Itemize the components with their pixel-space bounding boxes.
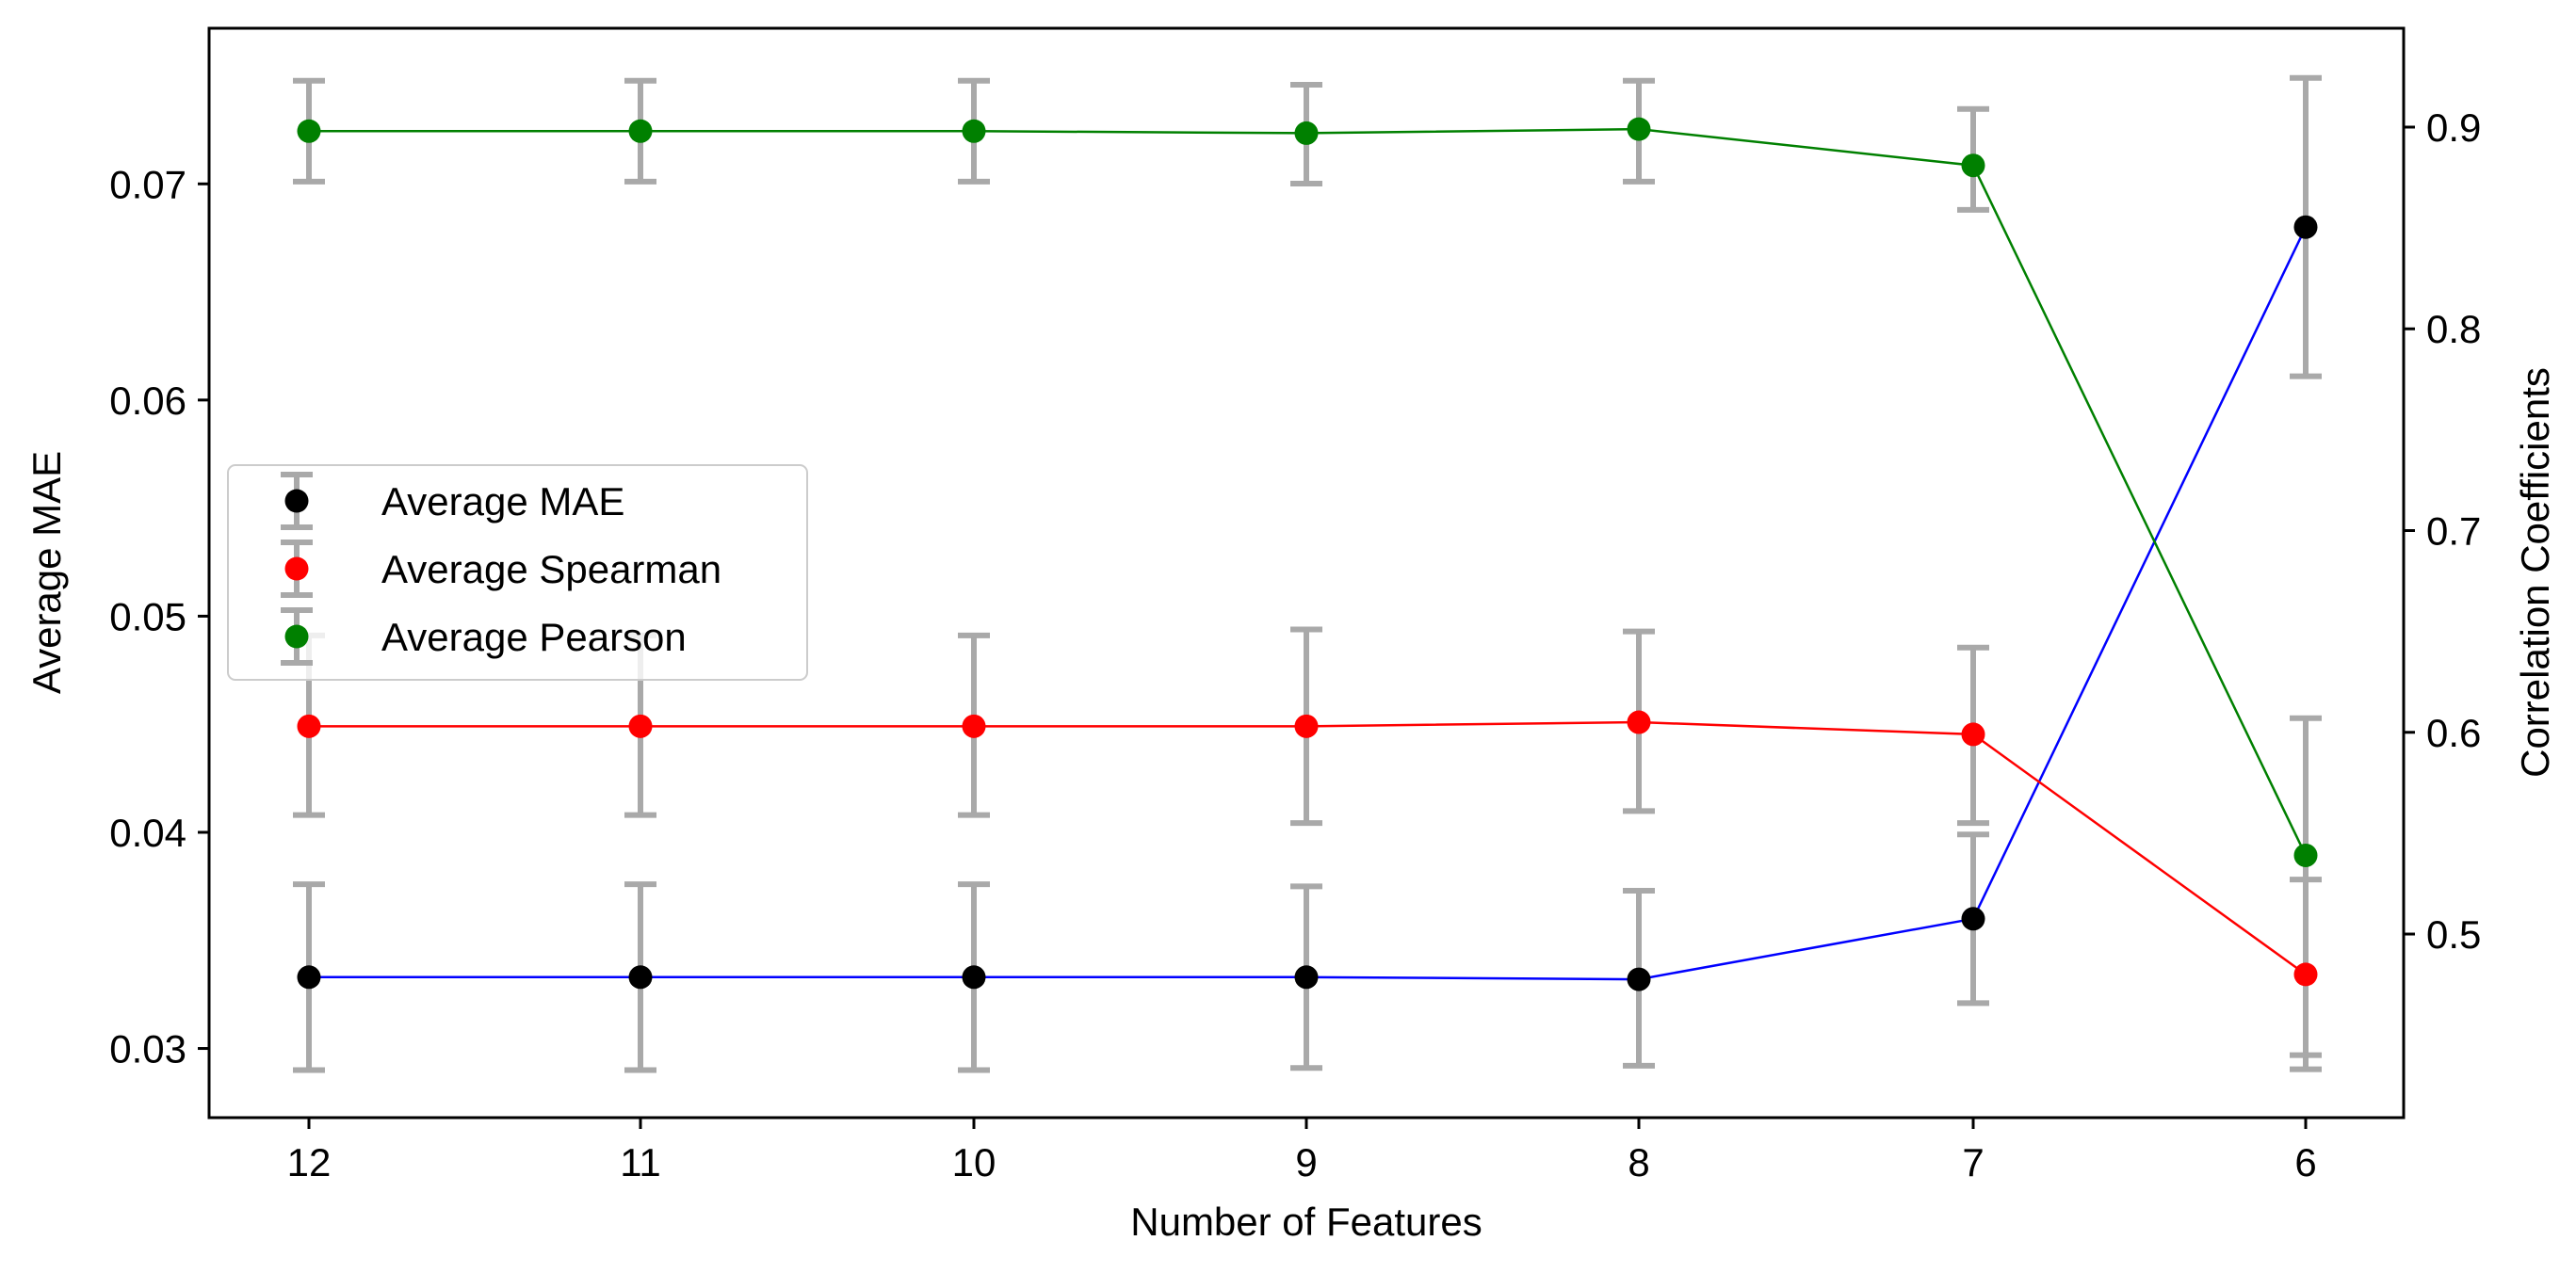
legend-label: Average MAE xyxy=(381,479,624,524)
y-axis-right-label: Correlation Coefficients xyxy=(2513,367,2557,778)
legend-item-average-mae: Average MAE xyxy=(281,472,624,530)
average-pearson-point xyxy=(1627,117,1651,141)
y-left-tick-label: 0.04 xyxy=(109,811,186,855)
average-pearson-point xyxy=(962,119,986,143)
legend-frame xyxy=(227,464,808,681)
legend-marker xyxy=(284,624,309,649)
legend-item-average-spearman: Average Spearman xyxy=(281,540,721,598)
legend-label: Average Pearson xyxy=(381,615,687,659)
average-spearman-point xyxy=(1627,710,1651,734)
x-axis-label: Number of Features xyxy=(1130,1200,1482,1244)
x-tick-label: 9 xyxy=(1295,1140,1317,1184)
average-mae-point xyxy=(962,965,986,990)
y-axis-right: 0.5 0.6 0.7 0.8 0.9 xyxy=(2404,105,2481,957)
average-spearman-point xyxy=(1961,722,1985,747)
average-mae-point xyxy=(1961,907,1985,931)
average-mae-point xyxy=(628,965,653,990)
average-pearson-errorbar xyxy=(2290,715,2322,1058)
average-mae-point xyxy=(297,965,321,990)
average-mae-point xyxy=(1294,965,1319,990)
legend-label: Average Spearman xyxy=(381,547,721,591)
average-pearson-point xyxy=(2293,843,2318,867)
x-axis: 12 11 10 9 8 7 6 xyxy=(287,1118,2317,1184)
markers-layer xyxy=(297,117,2318,991)
x-tick-label: 12 xyxy=(287,1140,332,1184)
y-left-tick-label: 0.03 xyxy=(109,1027,186,1072)
y-left-tick-label: 0.05 xyxy=(109,594,186,638)
average-spearman-point xyxy=(628,714,653,738)
average-spearman-point xyxy=(297,714,321,738)
y-right-tick-label: 0.5 xyxy=(2426,912,2481,957)
x-tick-label: 6 xyxy=(2294,1140,2316,1184)
legend-marker xyxy=(284,556,309,581)
y-right-tick-label: 0.9 xyxy=(2426,105,2481,150)
average-spearman-point xyxy=(962,714,986,738)
average-spearman-point xyxy=(2293,962,2318,987)
y-axis-left: 0.03 0.04 0.05 0.06 0.07 xyxy=(109,162,209,1072)
average-pearson-point xyxy=(628,119,653,143)
y-right-tick-label: 0.7 xyxy=(2426,509,2481,554)
x-tick-label: 8 xyxy=(1628,1140,1649,1184)
average-pearson-point xyxy=(1294,121,1319,145)
average-mae-point xyxy=(2293,215,2318,239)
average-spearman-point xyxy=(1294,714,1319,738)
x-tick-label: 7 xyxy=(1962,1140,1984,1184)
average-pearson-point xyxy=(297,119,321,143)
average-pearson-point xyxy=(1961,153,1985,178)
y-left-tick-label: 0.07 xyxy=(109,162,186,206)
average-mae-point xyxy=(1627,967,1651,991)
legend: Average MAE Average Spearman Average Pears… xyxy=(227,464,808,681)
y-axis-left-label: Average MAE xyxy=(24,451,69,694)
x-tick-label: 10 xyxy=(952,1140,996,1184)
legend-item-average-pearson: Average Pearson xyxy=(281,607,687,666)
y-left-tick-label: 0.06 xyxy=(109,379,186,423)
y-right-tick-label: 0.8 xyxy=(2426,307,2481,351)
legend-marker xyxy=(284,489,309,513)
y-right-tick-label: 0.6 xyxy=(2426,711,2481,755)
x-tick-label: 11 xyxy=(620,1140,661,1184)
